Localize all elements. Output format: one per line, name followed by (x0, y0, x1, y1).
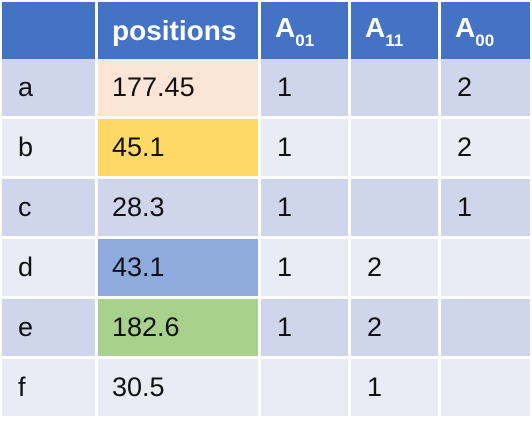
a01-cell: 1 (261, 299, 351, 359)
a01-cell: 1 (261, 119, 351, 179)
table-row: a 177.45 1 2 (2, 59, 530, 119)
row-label: b (2, 119, 98, 179)
table-row: b 45.1 1 2 (2, 119, 530, 179)
position-cell: 177.45 (98, 59, 261, 119)
row-label: e (2, 299, 98, 359)
a11-cell: 2 (351, 299, 441, 359)
position-cell: 28.3 (98, 179, 261, 239)
corner-header-cell (2, 2, 98, 59)
a00-cell: 1 (441, 179, 530, 239)
table-row: f 30.5 1 (2, 359, 530, 416)
a01-cell (261, 359, 351, 416)
row-label: c (2, 179, 98, 239)
a11-header-base: A (365, 12, 386, 44)
a00-cell: 2 (441, 59, 530, 119)
row-label: d (2, 239, 98, 299)
a01-header: A01 (261, 2, 351, 59)
a00-cell (441, 239, 530, 299)
a01-cell: 1 (261, 59, 351, 119)
a01-header-base: A (275, 12, 296, 44)
a11-cell (351, 119, 441, 179)
position-cell: 182.6 (98, 299, 261, 359)
table-row: c 28.3 1 1 (2, 179, 530, 239)
position-cell: 30.5 (98, 359, 261, 416)
row-label: a (2, 59, 98, 119)
positions-table: positions A01 A11 A00 a 177.45 1 2 b 45.… (2, 2, 530, 416)
position-cell: 43.1 (98, 239, 261, 299)
table-row: d 43.1 1 2 (2, 239, 530, 299)
a00-header-base: A (455, 12, 476, 44)
a01-header-subscript: 01 (295, 30, 315, 50)
a11-header-subscript: 11 (385, 30, 404, 50)
row-label: f (2, 359, 98, 416)
header-row: positions A01 A11 A00 (2, 2, 530, 59)
a01-cell: 1 (261, 239, 351, 299)
a00-header-subscript: 00 (475, 30, 495, 50)
a01-cell: 1 (261, 179, 351, 239)
a11-header: A11 (351, 2, 441, 59)
a00-cell (441, 299, 530, 359)
a11-cell (351, 179, 441, 239)
positions-header: positions (98, 2, 261, 59)
position-cell: 45.1 (98, 119, 261, 179)
table-row: e 182.6 1 2 (2, 299, 530, 359)
a00-header: A00 (441, 2, 530, 59)
a00-cell (441, 359, 530, 416)
a00-cell: 2 (441, 119, 530, 179)
a11-cell (351, 59, 441, 119)
a11-cell: 2 (351, 239, 441, 299)
a11-cell: 1 (351, 359, 441, 416)
